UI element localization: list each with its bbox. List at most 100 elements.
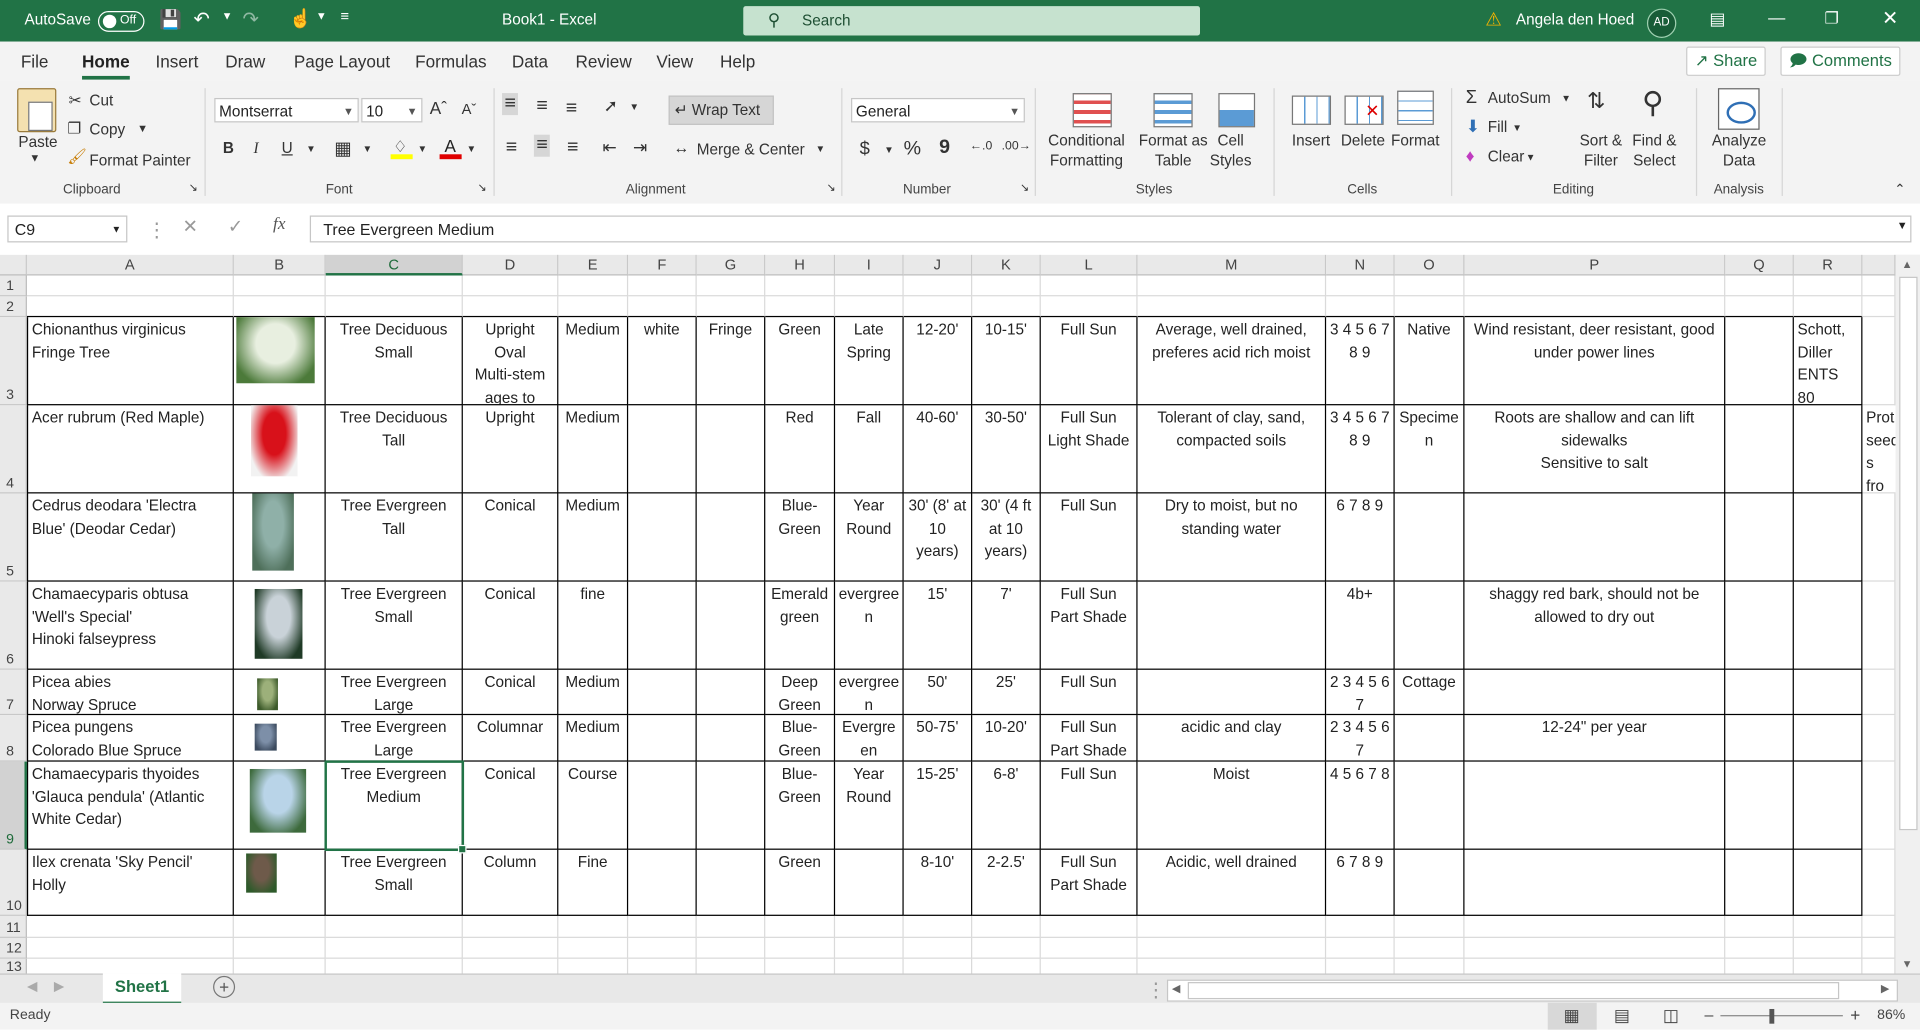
cell-p12[interactable] — [1464, 937, 1726, 959]
row-header[interactable]: 1 — [0, 275, 27, 297]
cell-p1[interactable] — [1464, 275, 1726, 297]
cell-g10[interactable] — [696, 849, 766, 916]
cell-p5[interactable] — [1464, 493, 1726, 582]
cell-m3[interactable]: Average, well drained, preferes acid ric… — [1137, 317, 1327, 406]
increase-font-icon[interactable]: Aˆ — [429, 97, 447, 118]
touch-mode-icon[interactable]: ☝ — [288, 8, 312, 30]
cell-n7[interactable]: 2 3 4 5 6 7 — [1326, 669, 1395, 716]
column-header-h[interactable]: H — [765, 254, 836, 276]
analyze-data-icon[interactable] — [1717, 88, 1760, 130]
share-button[interactable]: ↗ Share — [1686, 46, 1766, 76]
column-header-q[interactable]: Q — [1725, 254, 1794, 276]
comments-button[interactable]: 🗩 Comments — [1780, 46, 1901, 76]
fill-icon[interactable]: ⬇ — [1465, 116, 1481, 136]
cell-k4[interactable]: 30-50' — [972, 405, 1041, 494]
column-header-m[interactable]: M — [1137, 254, 1327, 276]
page-layout-view-icon[interactable]: ▤ — [1613, 1005, 1631, 1025]
cell[interactable] — [1862, 915, 1896, 938]
cell-d11[interactable] — [462, 915, 559, 938]
decrease-font-icon[interactable]: Aˇ — [461, 100, 477, 118]
row-header[interactable]: 9 — [0, 761, 27, 850]
cell-k1[interactable] — [972, 275, 1041, 297]
cell-l3[interactable]: Full Sun — [1040, 317, 1138, 406]
cell-c12[interactable] — [325, 937, 463, 959]
row-header[interactable]: 7 — [0, 669, 27, 716]
cell-n13[interactable] — [1326, 958, 1395, 974]
align-left-icon[interactable]: ≡ — [505, 137, 518, 158]
cell-l13[interactable] — [1041, 958, 1138, 974]
cell-l11[interactable] — [1040, 915, 1138, 938]
cell-j7[interactable]: 50' — [903, 669, 973, 716]
cell-o5[interactable] — [1394, 493, 1465, 582]
cell-g2[interactable] — [696, 296, 766, 318]
cell-p9[interactable] — [1464, 761, 1726, 850]
cell[interactable] — [1862, 296, 1896, 318]
cell-a1[interactable] — [26, 275, 234, 297]
collapse-ribbon-icon[interactable]: ⌃ — [1894, 182, 1906, 198]
orientation-icon[interactable]: ➚ — [603, 95, 619, 116]
cell-b1[interactable] — [233, 275, 326, 297]
format-painter-icon[interactable]: 🖌 — [67, 148, 87, 166]
cell-b11[interactable] — [233, 915, 326, 938]
zoom-level[interactable]: 86% — [1877, 1007, 1906, 1023]
cell-e9[interactable]: Course — [558, 761, 629, 850]
cell-f4[interactable] — [628, 405, 697, 494]
cell-j4[interactable]: 40-60' — [903, 405, 973, 494]
column-header-i[interactable]: I — [835, 254, 904, 276]
cell-k12[interactable] — [972, 937, 1041, 959]
column-header-c[interactable]: C — [325, 254, 463, 276]
cell-c2[interactable] — [325, 296, 463, 318]
ribbon-display-icon[interactable]: ▤ — [1709, 8, 1726, 29]
cell-q10[interactable] — [1725, 849, 1794, 916]
number-format-select[interactable]: General ▼ — [851, 97, 1025, 123]
cell-e4[interactable]: Medium — [558, 405, 629, 494]
cell-g8[interactable] — [696, 715, 766, 762]
blue-spruce-photo[interactable] — [254, 723, 277, 751]
cell-r4[interactable] — [1793, 405, 1863, 494]
cell-i11[interactable] — [835, 915, 904, 938]
cell-f5[interactable] — [628, 493, 697, 582]
cell-a13[interactable] — [27, 958, 234, 974]
sort-filter-icon[interactable]: ⇅ — [1586, 88, 1606, 113]
clear-button[interactable]: Clear — [1487, 148, 1525, 166]
insert-cells-icon[interactable] — [1291, 95, 1332, 125]
borders-dropdown-icon[interactable]: ▼ — [362, 143, 373, 155]
cell-m8[interactable]: acidic and clay — [1137, 715, 1327, 762]
qat-dropdown-icon[interactable]: ▼ — [315, 9, 327, 23]
increase-decimal-icon[interactable]: ←.0 — [969, 139, 993, 154]
cell-j8[interactable]: 50-75' — [903, 715, 973, 762]
cell-g7[interactable] — [696, 669, 766, 716]
cell-e11[interactable] — [558, 915, 629, 938]
sky-pencil-holly-photo[interactable] — [246, 853, 277, 893]
cell-o9[interactable] — [1394, 761, 1465, 850]
cell-m1[interactable] — [1137, 275, 1327, 297]
delete-cells-button[interactable]: Delete — [1340, 132, 1386, 150]
row-header[interactable]: 4 — [0, 405, 27, 494]
cell-styles-icon[interactable] — [1218, 93, 1256, 128]
user-name[interactable]: Angela den Hoed — [1515, 11, 1635, 29]
cell-h3[interactable]: Green — [765, 317, 836, 406]
cell-e3[interactable]: Medium — [558, 317, 629, 406]
increase-indent-icon[interactable]: ⇥ — [633, 137, 648, 157]
cell-h8[interactable]: Blue- Green — [765, 715, 836, 762]
cell-k6[interactable]: 7' — [972, 581, 1041, 670]
cell-l6[interactable]: Full Sun Part Shade — [1040, 581, 1138, 670]
row-header[interactable]: 10 — [0, 849, 27, 916]
tab-page-layout[interactable]: Page Layout — [293, 51, 391, 72]
cell-q6[interactable] — [1725, 581, 1794, 670]
cell-m11[interactable] — [1137, 915, 1327, 938]
cell-l8[interactable]: Full Sun Part Shade — [1040, 715, 1138, 762]
cell-e1[interactable] — [558, 275, 629, 297]
next-sheet-icon[interactable]: ▶ — [53, 979, 65, 995]
cell-a12[interactable] — [26, 937, 234, 959]
cell-r12[interactable] — [1793, 937, 1863, 959]
cell-i10[interactable] — [835, 849, 904, 916]
sort-filter-button[interactable]: Sort & Filter — [1579, 132, 1623, 169]
cell-j10[interactable]: 8-10' — [903, 849, 973, 916]
cell-h9[interactable]: Blue- Green — [765, 761, 836, 850]
cell-l2[interactable] — [1040, 296, 1138, 318]
cell-n5[interactable]: 6 7 8 9 — [1326, 493, 1395, 582]
cell-r8[interactable] — [1793, 715, 1863, 762]
cell-a7[interactable]: Picea abies Norway Spruce — [26, 669, 234, 716]
cell-p11[interactable] — [1464, 915, 1726, 938]
